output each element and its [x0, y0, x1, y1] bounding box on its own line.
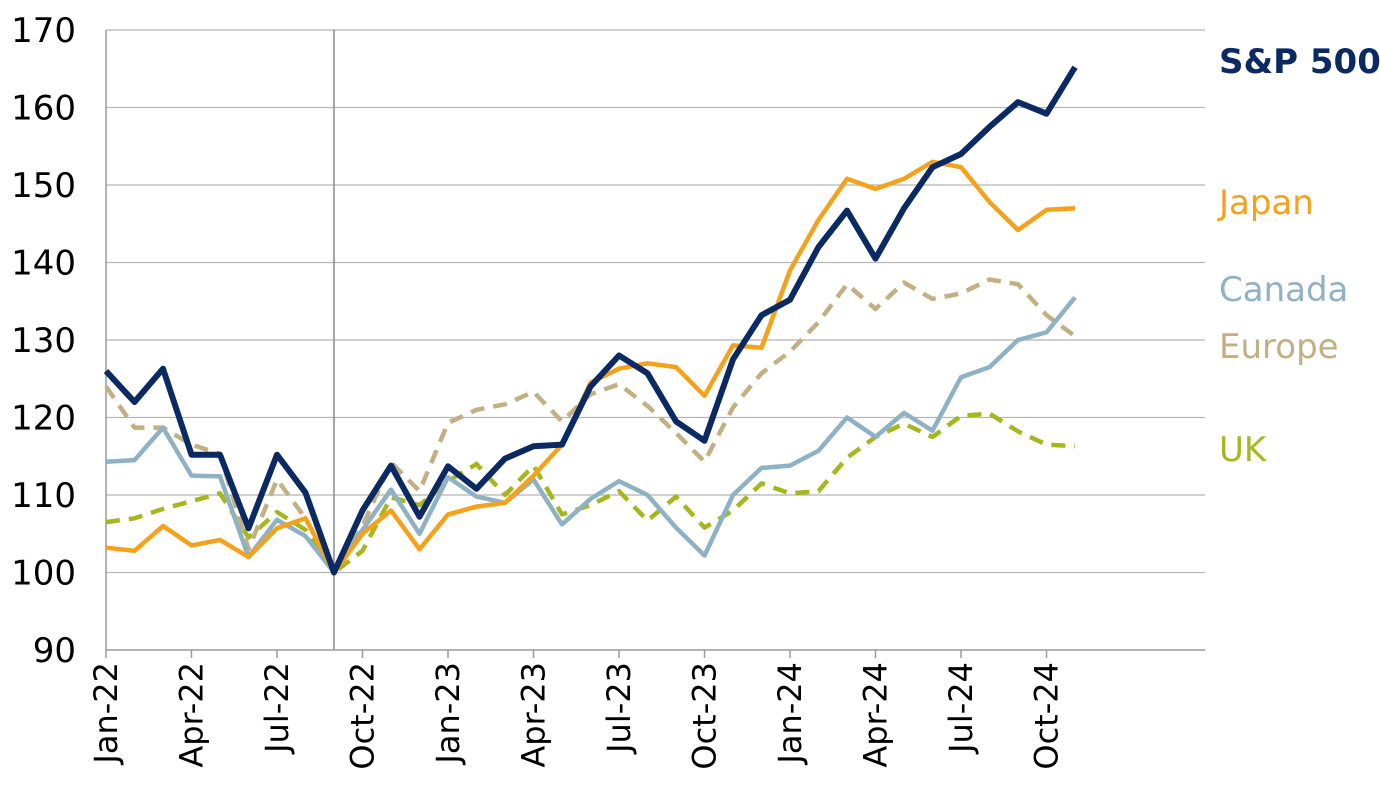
x-tick-label: Oct-22: [344, 662, 382, 770]
x-tick-label: Apr-24: [857, 662, 895, 768]
x-tick-label: Jan-24: [771, 662, 809, 766]
y-tick-label: 130: [11, 321, 76, 361]
x-tick-label: Apr-23: [515, 662, 553, 768]
series-line-canada: [105, 295, 1077, 575]
x-tick-label: Apr-22: [173, 662, 211, 768]
series-label-s-p-500: S&P 500: [1219, 42, 1380, 82]
series-line-japan: [105, 159, 1076, 575]
gridlines: [106, 29, 1205, 650]
series-label-uk: UK: [1219, 430, 1268, 470]
series-label-europe: Europe: [1219, 327, 1339, 367]
y-tick-label: 100: [11, 554, 76, 594]
series-line-europe: [104, 277, 1077, 575]
y-tick-label: 170: [11, 11, 76, 51]
x-tick-label: Oct-24: [1028, 662, 1066, 770]
x-tick-label: Oct-23: [686, 662, 724, 770]
series-label-canada: Canada: [1219, 270, 1348, 310]
y-tick-label: 150: [11, 166, 76, 206]
y-tick-label: 160: [11, 89, 76, 129]
y-tick-label: 120: [11, 399, 76, 439]
series-lines: [103, 65, 1078, 576]
x-tick-label: Jan-23: [429, 662, 467, 766]
x-tick-label: Jul-23: [600, 662, 638, 755]
axes: 90 100 110 120 130 140 150 160 170 Jan-22 Apr-22 Ju…: [11, 11, 1205, 770]
series-label-japan: Japan: [1217, 183, 1314, 223]
y-tick-label: 90: [33, 631, 76, 671]
series-line-s-p-500: [103, 65, 1078, 576]
series-labels: S&P 500 Japan Canada Europe UK: [1217, 42, 1380, 470]
y-tick-label: 110: [11, 476, 76, 516]
x-tick-label: Jul-24: [942, 662, 980, 755]
x-tick-label: Jul-22: [258, 662, 296, 755]
x-tick-label: Jan-22: [87, 662, 125, 766]
series-line-uk: [105, 411, 1076, 575]
y-tick-label: 140: [11, 244, 76, 284]
